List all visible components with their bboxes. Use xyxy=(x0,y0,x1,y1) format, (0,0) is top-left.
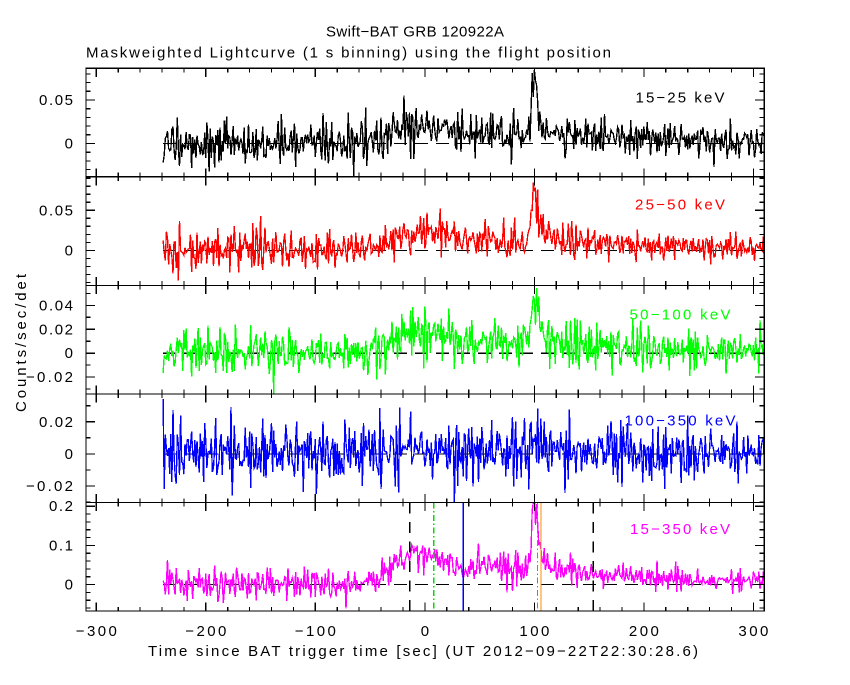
svg-text:100: 100 xyxy=(519,623,549,640)
svg-text:0.02: 0.02 xyxy=(39,321,73,338)
svg-text:0: 0 xyxy=(65,446,73,463)
svg-text:0.1: 0.1 xyxy=(49,537,73,554)
svg-text:0: 0 xyxy=(65,136,73,153)
svg-text:300: 300 xyxy=(738,623,768,640)
svg-text:Time since BAT trigger time [s: Time since BAT trigger time [sec] (UT 20… xyxy=(148,643,698,660)
svg-text:0.05: 0.05 xyxy=(39,92,73,109)
svg-text:100−350 keV: 100−350 keV xyxy=(625,413,736,430)
svg-text:50−100 keV: 50−100 keV xyxy=(630,307,731,324)
svg-text:−0.02: −0.02 xyxy=(26,369,73,386)
svg-text:0.2: 0.2 xyxy=(49,498,73,515)
svg-text:15−350 keV: 15−350 keV xyxy=(630,521,730,538)
svg-text:0.04: 0.04 xyxy=(39,297,73,314)
svg-text:Maskweighted Lightcurve (1 s b: Maskweighted Lightcurve (1 s binning) us… xyxy=(86,45,611,62)
svg-text:0: 0 xyxy=(65,242,73,259)
svg-text:Swift−BAT GRB 120922A: Swift−BAT GRB 120922A xyxy=(326,24,504,41)
svg-text:0.05: 0.05 xyxy=(39,202,73,219)
svg-text:200: 200 xyxy=(629,623,659,640)
svg-text:0: 0 xyxy=(421,623,429,640)
svg-text:0: 0 xyxy=(65,345,73,362)
svg-text:0.02: 0.02 xyxy=(39,414,73,431)
svg-text:25−50 keV: 25−50 keV xyxy=(635,197,725,214)
svg-text:15−25 keV: 15−25 keV xyxy=(636,90,725,107)
svg-text:0: 0 xyxy=(65,577,73,594)
svg-text:−0.02: −0.02 xyxy=(26,478,73,495)
